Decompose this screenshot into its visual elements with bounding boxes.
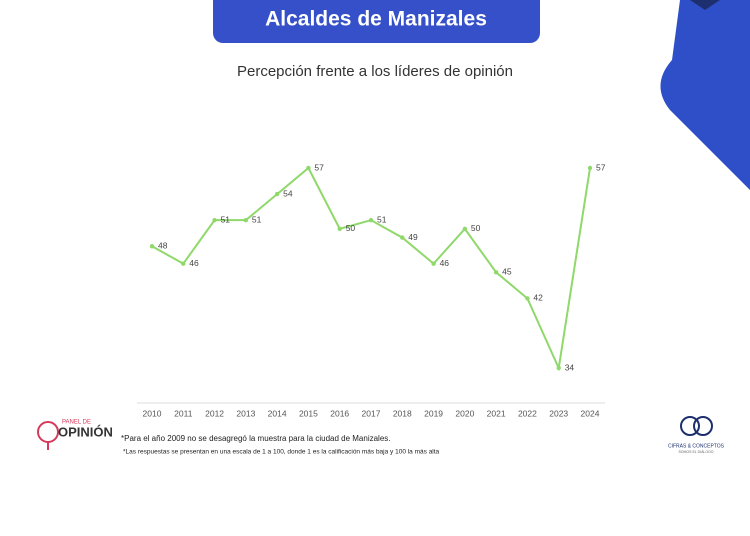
point <box>368 217 374 223</box>
data-label: 46 <box>189 258 199 268</box>
point <box>493 270 499 275</box>
x-tick-label: 2019 <box>424 408 443 418</box>
series-line <box>151 166 591 372</box>
logo-text: SOMOS EL DIÁLOGO <box>678 450 713 454</box>
data-label: 51 <box>252 214 262 224</box>
data-label: 45 <box>502 267 512 277</box>
x-tick-label: 2014 <box>268 408 287 418</box>
x-tick-label: 2023 <box>549 408 568 418</box>
data-label: 51 <box>221 214 231 224</box>
data-label: 57 <box>314 162 324 172</box>
point <box>431 261 436 266</box>
point <box>556 365 561 371</box>
panel-logo: PANEL DE OPINIÓN <box>37 420 113 450</box>
corner-shape <box>660 0 750 190</box>
point <box>306 165 311 171</box>
footnote: *Las respuestas se presentan en una esca… <box>123 449 440 456</box>
point <box>243 217 249 223</box>
x-tick-label: 2016 <box>330 408 349 418</box>
cifras-logo: CIFRAS & CONCEPTOS SOMOS EL DIÁLOGO <box>668 416 725 454</box>
data-label: 48 <box>158 241 168 251</box>
x-tick-label: 2018 <box>393 408 412 418</box>
logo-mark <box>37 421 59 443</box>
x-tick-label: 2024 <box>581 408 600 418</box>
data-label: 46 <box>440 258 450 268</box>
x-tick-label: 2010 <box>143 408 162 418</box>
chart-subtitle: Percepción frente a los líderes de opini… <box>237 63 513 80</box>
x-tick-label: 2012 <box>205 408 224 418</box>
x-tick-label: 2015 <box>299 408 318 418</box>
point <box>462 226 468 232</box>
point <box>587 165 593 171</box>
corner-shape-dark <box>690 0 720 10</box>
data-label: 50 <box>471 223 481 233</box>
x-tick-label: 2013 <box>236 408 255 418</box>
logo-text: PANEL DE <box>62 420 91 426</box>
title-box <box>213 0 540 43</box>
logo-text: CIFRAS & CONCEPTOS <box>668 443 725 449</box>
point <box>525 296 530 301</box>
footnote: *Para el año 2009 no se desagregó la mue… <box>121 434 391 443</box>
logo-text: OPINIÓN <box>58 424 113 439</box>
x-tick-label: 2020 <box>455 408 474 418</box>
x-tick-label: 2022 <box>518 408 537 418</box>
point <box>400 235 405 240</box>
data-label: 57 <box>596 162 606 172</box>
logo-mark <box>680 416 700 436</box>
data-label: 49 <box>408 232 418 242</box>
data-label: 42 <box>533 293 543 303</box>
point <box>212 217 217 223</box>
data-label: 50 <box>346 223 356 233</box>
point <box>149 244 155 249</box>
logo-mark <box>693 416 713 436</box>
point <box>181 261 186 266</box>
chart-title: Alcaldes de Manizales <box>265 8 487 31</box>
point <box>337 226 342 232</box>
data-label: 51 <box>377 214 387 224</box>
point <box>274 191 280 197</box>
x-tick-label: 2011 <box>174 408 193 418</box>
data-label: 54 <box>283 188 293 198</box>
data-label: 34 <box>565 362 575 372</box>
x-tick-label: 2017 <box>362 408 381 418</box>
x-tick-label: 2021 <box>487 408 506 418</box>
